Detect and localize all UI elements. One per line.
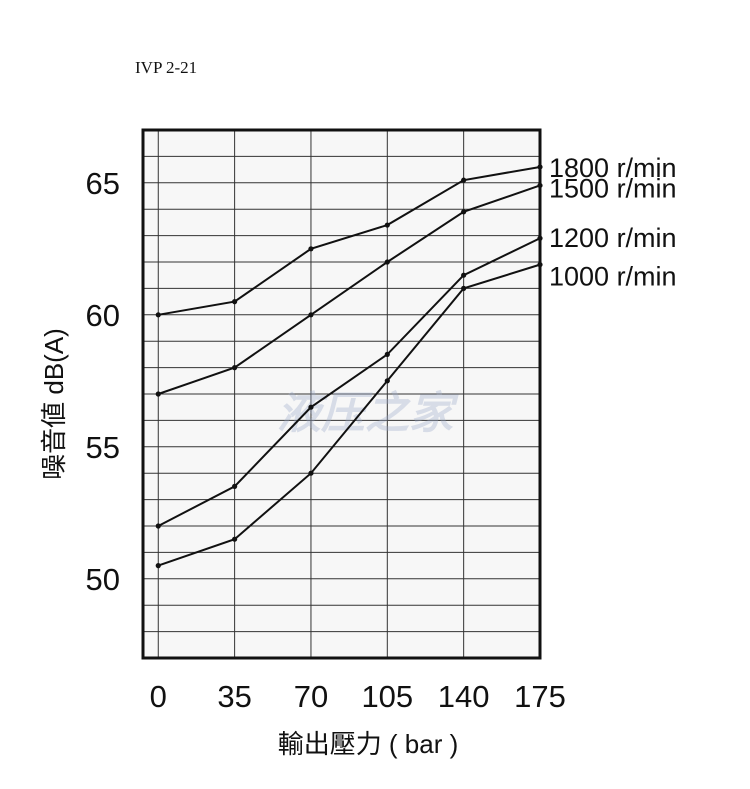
data-point [308, 470, 314, 476]
figure-code: IVP 2-21 [135, 58, 197, 77]
data-point [384, 351, 390, 357]
x-tick-label: 105 [361, 679, 413, 714]
watermark: 液压之家 [277, 389, 459, 438]
data-point [384, 378, 390, 384]
data-point [461, 177, 467, 183]
data-point [461, 209, 467, 215]
series-line-1 [157, 184, 541, 395]
legend-entry: 1200 r/min [549, 223, 677, 253]
data-point [232, 365, 238, 371]
y-tick-label: 65 [86, 166, 120, 201]
data-point [232, 536, 238, 542]
series-layer [155, 164, 543, 569]
x-tick-label: 175 [514, 679, 566, 714]
legend-entry: 1800 r/min [549, 153, 677, 183]
x-tick-label: 140 [438, 679, 490, 714]
data-point [461, 272, 467, 278]
y-tick-label: 60 [86, 298, 120, 333]
plot-frame [141, 128, 542, 660]
data-point [308, 312, 314, 318]
data-point [461, 285, 467, 291]
data-point [155, 523, 161, 529]
data-point [155, 563, 161, 569]
series-line-3 [157, 263, 541, 567]
series-line-0 [158, 165, 541, 316]
series-line-2 [157, 237, 541, 527]
legend-entry: 1500 r/min [549, 173, 677, 203]
y-tick-label: 55 [86, 430, 120, 465]
x-tick-labels: 0 35 70 105 140 175 [150, 679, 566, 714]
y-tick-label: 50 [86, 562, 120, 597]
x-tick-label: 70 [294, 679, 328, 714]
data-point [155, 312, 161, 318]
data-point [232, 483, 238, 489]
data-point [232, 299, 238, 305]
data-point [308, 404, 314, 410]
data-point [384, 222, 390, 228]
data-point [308, 246, 314, 252]
legend-entry: 1000 r/min [549, 262, 677, 292]
y-axis-label: 噪音値 dB(A) [39, 328, 69, 480]
x-axis-label: 輸出壓力 ( bar ) [278, 729, 459, 759]
data-point [155, 391, 161, 397]
y-tick-labels: 50 55 60 65 [86, 166, 120, 597]
x-tick-label: 0 [150, 679, 167, 714]
x-tick-label: 35 [217, 679, 251, 714]
data-point [384, 259, 390, 265]
